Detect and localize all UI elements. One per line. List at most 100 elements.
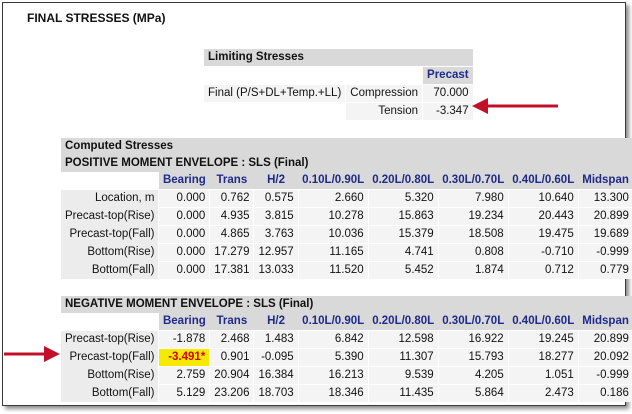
table-cell: 1.051	[507, 366, 579, 385]
table-cell: 0.000	[158, 207, 210, 226]
table-cell: 4.865	[209, 225, 254, 244]
table-cell: -1.878	[158, 330, 210, 349]
tension-arrow-icon	[472, 98, 558, 114]
table-cell: 20.904	[209, 366, 254, 385]
computed-stresses-header: Computed Stresses	[61, 138, 632, 155]
table-cell: -0.999	[577, 366, 632, 385]
row-label: Bottom(Rise)	[61, 243, 159, 262]
table-cell: 13.033	[253, 261, 299, 279]
col-020l: 0.20L/0.80L	[368, 172, 439, 190]
table-cell: 5.129	[158, 384, 210, 402]
table-cell: 17.381	[209, 261, 254, 279]
table-cell: -0.095	[253, 348, 299, 367]
table-cell: 6.842	[297, 330, 369, 349]
table-cell: 5.320	[367, 189, 439, 208]
table-cell: 18.346	[297, 384, 369, 402]
col-020l: 0.20L/0.80L	[368, 313, 439, 331]
table-cell: 19.689	[577, 225, 632, 244]
table-cell: 5.864	[437, 384, 509, 402]
table-row: Precast-top(Fall) 0.000 4.865 3.763 10.036 15…	[61, 225, 632, 244]
table-row: Location, m 0.000 0.762 0.575 2.660 5.320 7.98…	[61, 189, 632, 208]
table-cell: 20.092	[577, 348, 632, 367]
limiting-row-label: Final (P/S+DL+Temp.+LL)	[202, 84, 347, 103]
table-cell: 10.036	[297, 225, 369, 244]
table-cell: 12.957	[253, 243, 299, 262]
table-cell: 2.473	[507, 384, 579, 402]
table-cell: 5.390	[297, 348, 369, 367]
col-trans: Trans	[209, 313, 254, 331]
table-cell: 4.935	[209, 207, 254, 226]
table-cell: 9.539	[367, 366, 439, 385]
positive-moment-table: Computed Stresses POSITIVE MOMENT ENVELO…	[61, 138, 632, 279]
table-cell: 7.980	[437, 189, 509, 208]
table-cell: 19.234	[437, 207, 509, 226]
table-row: Bottom(Fall) 5.129 23.206 18.703 18.346 11.43…	[61, 384, 632, 402]
table-cell: 2.468	[209, 330, 254, 349]
row-label: Bottom(Fall)	[61, 384, 159, 402]
col-030l: 0.30L/0.70L	[438, 313, 509, 331]
table-cell: 2.759	[158, 366, 210, 385]
col-040l: 0.40L/0.60L	[508, 313, 579, 331]
table-cell: 11.307	[367, 348, 439, 367]
table-cell: 18.277	[507, 348, 579, 367]
negative-envelope-title: NEGATIVE MOMENT ENVELOPE : SLS (Final)	[61, 296, 632, 313]
table-cell: 23.206	[209, 384, 254, 402]
table-cell: 10.640	[507, 189, 579, 208]
table-cell: 0.901	[209, 348, 254, 367]
table-cell: 1.874	[437, 261, 509, 279]
negative-column-headers: Bearing Trans H/2 0.10L/0.90L 0.20L/0.80…	[61, 313, 632, 331]
table-cell: 11.165	[297, 243, 369, 262]
positive-column-headers: Bearing Trans H/2 0.10L/0.90L 0.20L/0.80…	[61, 172, 632, 190]
page-title: FINAL STRESSES (MPa)	[27, 11, 166, 25]
tension-label: Tension	[345, 102, 424, 121]
table-cell: 18.508	[437, 225, 509, 244]
table-row: Bottom(Rise) 2.759 20.904 16.384 16.213 9.539…	[61, 366, 632, 385]
table-cell: 0.779	[577, 261, 632, 279]
report-panel: FINAL STRESSES (MPa) Limiting Stresses P…	[2, 2, 632, 406]
table-cell: 15.379	[367, 225, 439, 244]
table-cell: 19.245	[507, 330, 579, 349]
table-cell: 2.660	[297, 189, 369, 208]
col-midspan: Midspan	[578, 172, 632, 190]
table-cell: 13.300	[577, 189, 632, 208]
table-cell: 10.278	[297, 207, 369, 226]
precast-column-header: Precast	[422, 66, 474, 85]
col-bearing: Bearing	[158, 313, 210, 331]
col-midspan: Midspan	[578, 313, 632, 331]
table-cell: 18.703	[253, 384, 299, 402]
table-cell: 17.279	[209, 243, 254, 262]
table-cell: 3.815	[253, 207, 299, 226]
table-cell: 15.793	[437, 348, 509, 367]
row-label: Precast-top(Rise)	[61, 330, 159, 349]
table-cell: 11.520	[297, 261, 369, 279]
table-cell: 0.000	[158, 261, 210, 279]
row-label: Precast-top(Fall)	[61, 348, 159, 367]
table-cell: 0.808	[437, 243, 509, 262]
table-cell: 0.762	[209, 189, 254, 208]
col-010l: 0.10L/0.90L	[298, 172, 369, 190]
positive-envelope-title: POSITIVE MOMENT ENVELOPE : SLS (Final)	[61, 155, 632, 172]
limiting-stresses-header: Limiting Stresses	[203, 48, 474, 67]
highlight-arrow-icon	[4, 346, 60, 362]
row-label: Precast-top(Rise)	[61, 207, 159, 226]
table-cell: 4.205	[437, 366, 509, 385]
table-cell: 20.899	[577, 330, 632, 349]
table-cell: 4.741	[367, 243, 439, 262]
table-cell: -0.999	[577, 243, 632, 262]
row-label: Location, m	[61, 189, 159, 208]
table-cell: 0.712	[507, 261, 579, 279]
col-h2: H/2	[253, 313, 299, 331]
col-trans: Trans	[209, 172, 254, 190]
row-label: Bottom(Fall)	[61, 261, 159, 279]
row-label: Bottom(Rise)	[61, 366, 159, 385]
col-040l: 0.40L/0.60L	[508, 172, 579, 190]
table-cell: 15.863	[367, 207, 439, 226]
table-cell: 16.213	[297, 366, 369, 385]
tension-value: -3.347	[422, 102, 474, 121]
compression-label: Compression	[345, 84, 424, 103]
col-bearing: Bearing	[158, 172, 210, 190]
table-row: Precast-top(Fall) -3.491* 0.901 -0.095 5.390…	[61, 348, 632, 367]
table-cell: 5.452	[367, 261, 439, 279]
table-cell: 0.000	[158, 243, 210, 262]
table-cell: -0.710	[507, 243, 579, 262]
